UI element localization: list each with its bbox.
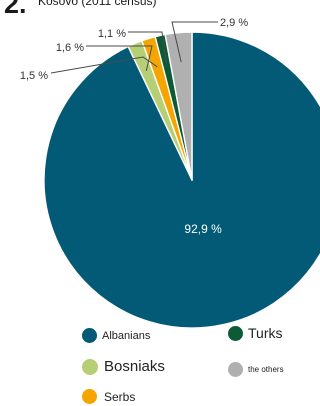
legend-swatch-bosniaks xyxy=(82,358,98,375)
figure-number: 2. xyxy=(4,0,27,19)
legend-item-bosniaks: Bosniaks xyxy=(82,358,165,375)
leader-line-turks xyxy=(128,31,167,65)
pie-slices xyxy=(43,31,320,328)
legend: Albanians Turks Bosniaks the others Serb… xyxy=(82,325,312,406)
legend-label-albanians: Albanians xyxy=(102,329,151,342)
leader-line-bosniaks xyxy=(86,45,153,71)
legend-label-turks: Turks xyxy=(248,325,283,341)
pie-slice-albanians xyxy=(43,31,320,328)
leader-line-the-others xyxy=(171,21,218,63)
data-label-bosniaks: 1,6 % xyxy=(56,42,84,54)
data-label-albanians: 92,9 % xyxy=(184,222,222,236)
data-label-turks: 1,1 % xyxy=(98,28,126,40)
legend-label-bosniaks: Bosniaks xyxy=(104,358,165,375)
pie-slice-the-others xyxy=(164,31,193,181)
pie-chart: 92,9 % 2,9 % 1,1 % 1,6 % 1,5 % xyxy=(20,17,320,328)
legend-swatch-serbs xyxy=(82,389,97,404)
legend-item-others: the others xyxy=(228,362,284,377)
leader-line-serbs xyxy=(50,56,158,74)
leader-lines xyxy=(50,21,218,74)
legend-item-albanians: Albanians xyxy=(82,328,150,343)
legend-item-serbs: Serbs xyxy=(82,389,135,404)
legend-label-serbs: Serbs xyxy=(104,389,136,404)
legend-swatch-turks xyxy=(228,325,243,341)
legend-swatch-others xyxy=(228,362,243,377)
data-label-serbs: 1,5 % xyxy=(20,70,48,82)
legend-item-turks: Turks xyxy=(228,325,282,341)
data-label-the-others: 2,9 % xyxy=(220,17,248,29)
data-labels: 92,9 % 2,9 % 1,1 % 1,6 % 1,5 % xyxy=(20,17,248,236)
chart-title: Kosovo (2011 census) xyxy=(38,0,157,8)
legend-swatch-albanians xyxy=(82,328,97,343)
legend-label-others: the others xyxy=(248,365,284,374)
